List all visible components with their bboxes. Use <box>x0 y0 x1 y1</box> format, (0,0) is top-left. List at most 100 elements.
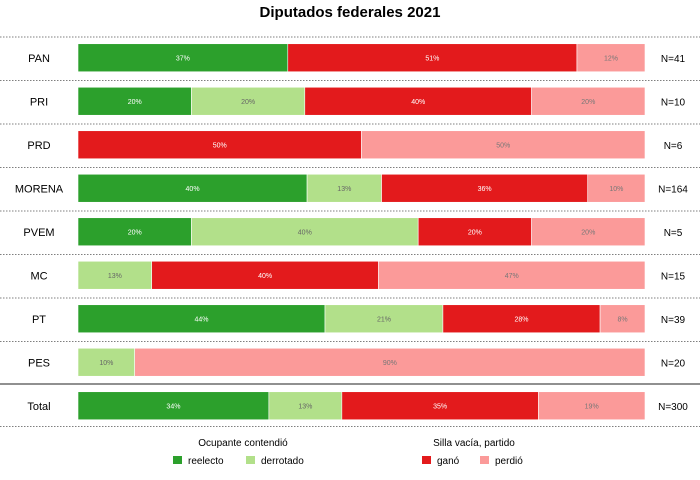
data-label: 40% <box>298 229 312 236</box>
legend-group-silla-vacia-partido: Silla vacía, partido ganó perdió <box>422 438 523 467</box>
legend-title: Ocupante contendió <box>198 438 288 449</box>
n-label: N=10 <box>661 97 686 108</box>
bar-segment-gano <box>287 43 578 73</box>
bar-segment-gano <box>77 130 362 160</box>
data-label: 44% <box>194 316 208 323</box>
data-label: 13% <box>337 186 351 193</box>
data-label: 40% <box>411 99 425 106</box>
n-label: N=15 <box>661 271 686 282</box>
n-label: N=39 <box>661 315 686 326</box>
party-label: PRI <box>30 96 48 108</box>
n-label: N=6 <box>664 141 683 152</box>
party-label: MORENA <box>15 183 64 195</box>
bar-segment-gano <box>341 391 539 421</box>
data-label: 13% <box>298 403 312 410</box>
data-label: 12% <box>604 55 618 62</box>
legend-swatch-derrotado <box>246 456 255 464</box>
bar-segment-perdio <box>134 347 646 377</box>
data-label: 20% <box>241 99 255 106</box>
n-label: N=41 <box>661 54 686 65</box>
party-label: MC <box>30 270 47 282</box>
party-label: PAN <box>28 53 50 65</box>
row-prd: PRD 50% 50% N=6 <box>0 123 700 160</box>
data-label: 8% <box>617 316 627 323</box>
row-pan: PAN 37% 51% 12% N=41 <box>0 36 700 73</box>
data-label: 28% <box>514 316 528 323</box>
data-label: 20% <box>128 99 142 106</box>
legend-label-gano: ganó <box>437 456 460 467</box>
legend-swatch-perdio <box>480 456 489 464</box>
n-label: N=300 <box>658 402 688 413</box>
bar-segment-derrotado <box>191 86 306 116</box>
bar-segment-perdio <box>378 260 646 290</box>
data-label: 90% <box>383 360 397 367</box>
data-label: 20% <box>128 229 142 236</box>
row-total: Total 34% 13% 35% 19% N=300 <box>0 383 700 421</box>
data-label: 20% <box>581 229 595 236</box>
party-label: PVEM <box>23 227 54 239</box>
bar-segment-gano <box>442 304 601 334</box>
legend-swatch-gano <box>422 456 431 464</box>
row-morena: MORENA 40% 13% 36% 10% N=164 <box>0 167 700 203</box>
data-label: 13% <box>108 273 122 280</box>
data-label: 20% <box>581 99 595 106</box>
bar-segment-derrotado <box>268 391 343 421</box>
bar-segment-perdio <box>599 304 646 334</box>
data-label: 35% <box>433 403 447 410</box>
bar-segment-reelecto <box>77 217 192 247</box>
legend-title: Silla vacía, partido <box>433 438 515 449</box>
data-label: 10% <box>99 360 113 367</box>
row-mc: MC 13% 40% 47% N=15 <box>0 254 700 290</box>
chart-title: Diputados federales 2021 <box>260 4 441 21</box>
party-label: PES <box>28 357 50 369</box>
row-pvem: PVEM 20% 40% 20% 20% N=5 <box>0 210 700 247</box>
bar-segment-derrotado <box>324 304 444 334</box>
data-label: 19% <box>585 403 599 410</box>
bar-segment-perdio <box>538 391 646 421</box>
legend-label-perdio: perdió <box>495 456 523 467</box>
bar-segment-derrotado <box>191 217 419 247</box>
data-label: 34% <box>166 403 180 410</box>
row-pt: PT 44% 21% 28% 8% N=39 <box>0 297 700 334</box>
party-label: PT <box>32 314 46 326</box>
legend-label-reelecto: reelecto <box>188 456 224 467</box>
data-label: 47% <box>505 273 519 280</box>
data-label: 40% <box>258 273 272 280</box>
row-pri: PRI 20% 20% 40% 20% N=10 <box>0 80 700 116</box>
n-label: N=5 <box>664 228 683 239</box>
data-label: 20% <box>468 229 482 236</box>
data-label: 36% <box>478 186 492 193</box>
bar-segment-perdio <box>576 43 646 73</box>
data-label: 21% <box>377 316 391 323</box>
n-label: N=20 <box>661 358 686 369</box>
bar-segment-perdio <box>587 173 646 203</box>
n-label: N=164 <box>658 184 688 195</box>
legend-swatch-reelecto <box>173 456 182 464</box>
party-label: PRD <box>27 140 50 152</box>
data-label: 37% <box>176 55 190 62</box>
bar-segment-derrotado <box>77 260 153 290</box>
bar-segment-reelecto <box>77 86 192 116</box>
data-label: 40% <box>186 186 200 193</box>
data-label: 51% <box>425 55 439 62</box>
bar-segment-gano <box>304 86 532 116</box>
legend-label-derrotado: derrotado <box>261 456 304 467</box>
bar-segment-derrotado <box>306 173 382 203</box>
bar-segment-reelecto <box>77 391 270 421</box>
bar-segment-reelecto <box>77 304 326 334</box>
bar-segment-reelecto <box>77 173 308 203</box>
row-pes: PES 10% 90% N=20 <box>0 341 700 377</box>
chart-legend: Ocupante contendió reelecto derrotado Silla… <box>173 438 523 467</box>
bar-segment-derrotado <box>77 347 136 377</box>
chart-rows: PAN 37% 51% 12% N=41 PRI 20% 20% 40% 20% N=10 PRD 50… <box>0 36 700 427</box>
data-label: 50% <box>213 142 227 149</box>
bar-segment-gano <box>381 173 589 203</box>
bar-segment-perdio <box>531 217 646 247</box>
bar-segment-reelecto <box>77 43 289 73</box>
bar-segment-perdio <box>361 130 646 160</box>
data-label: 10% <box>609 186 623 193</box>
legend-group-ocupante-contendio: Ocupante contendió reelecto derrotado <box>173 438 304 467</box>
bar-segment-perdio <box>531 86 646 116</box>
party-label: Total <box>27 401 50 413</box>
